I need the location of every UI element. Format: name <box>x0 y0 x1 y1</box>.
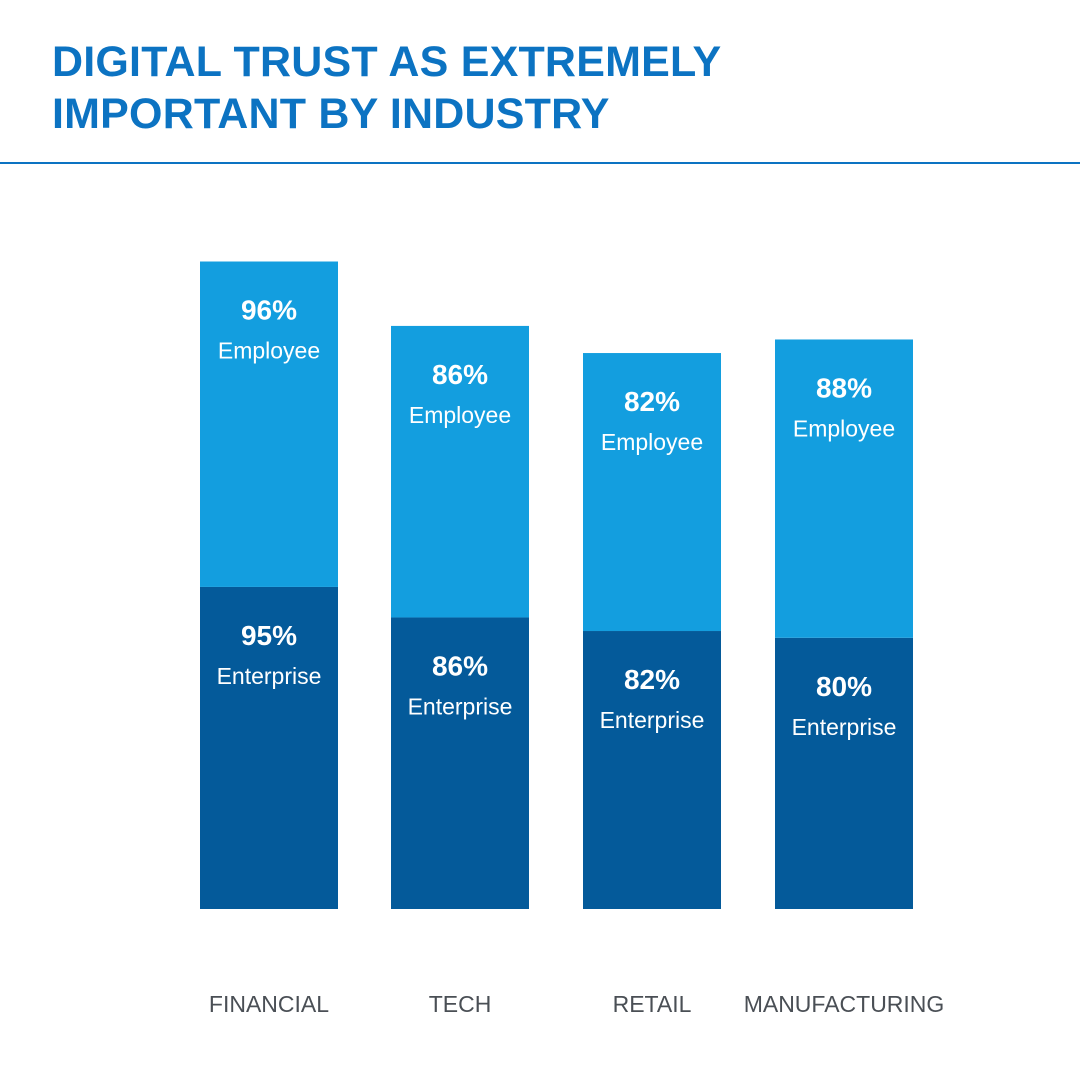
category-label-tech: TECH <box>429 991 492 1017</box>
bar-financial-enterprise <box>200 586 338 909</box>
series-label-retail-enterprise: Enterprise <box>600 707 705 733</box>
series-label-manufacturing-employee: Employee <box>793 415 895 441</box>
bar-retail-enterprise <box>583 631 721 909</box>
value-label-retail-employee: 82% <box>624 386 680 417</box>
bar-retail-employee <box>583 353 721 632</box>
category-label-financial: FINANCIAL <box>209 991 329 1017</box>
value-label-tech-employee: 86% <box>432 359 488 390</box>
series-label-retail-employee: Employee <box>601 429 703 455</box>
value-label-retail-enterprise: 82% <box>624 664 680 695</box>
series-label-tech-employee: Employee <box>409 402 511 428</box>
chart-title-line-2: IMPORTANT BY INDUSTRY <box>52 90 610 138</box>
value-label-manufacturing-enterprise: 80% <box>816 671 872 702</box>
value-label-manufacturing-employee: 88% <box>816 372 872 403</box>
value-label-tech-enterprise: 86% <box>432 650 488 681</box>
series-label-financial-enterprise: Enterprise <box>217 663 322 689</box>
value-label-financial-enterprise: 95% <box>241 620 297 651</box>
series-label-manufacturing-enterprise: Enterprise <box>792 714 897 740</box>
series-label-tech-enterprise: Enterprise <box>408 693 513 719</box>
chart-title-line-1: DIGITAL TRUST AS EXTREMELY <box>52 38 722 86</box>
series-label-financial-employee: Employee <box>218 338 320 364</box>
bar-tech-employee <box>391 325 529 618</box>
bar-manufacturing-enterprise <box>775 637 913 909</box>
category-label-manufacturing: MANUFACTURING <box>744 991 945 1017</box>
chart-title: DIGITAL TRUST AS EXTREMELY IMPORTANT BY … <box>52 36 952 140</box>
title-divider <box>0 162 1080 164</box>
bar-manufacturing-employee <box>775 339 913 638</box>
bar-tech-enterprise <box>391 617 529 909</box>
bar-financial-employee <box>200 261 338 587</box>
category-label-retail: RETAIL <box>613 991 692 1017</box>
value-label-financial-employee: 96% <box>241 295 297 326</box>
